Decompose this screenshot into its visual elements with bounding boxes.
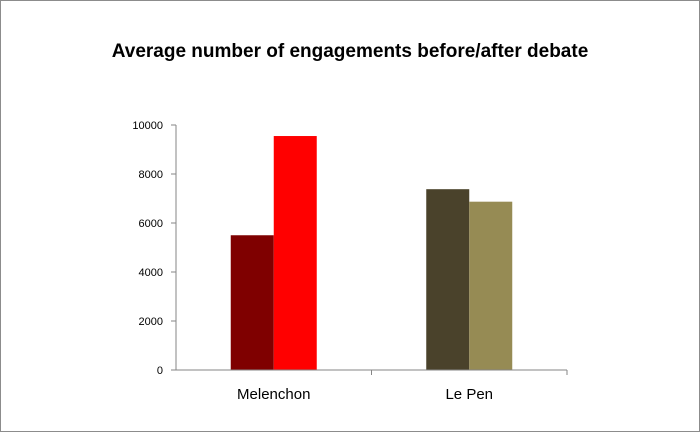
y-axis: 0 2000 4000 6000 8000 10000 bbox=[132, 120, 176, 377]
y-tick-label: 2000 bbox=[139, 316, 163, 328]
x-axis: Melenchon Le Pen bbox=[237, 370, 568, 403]
y-tick-label: 4000 bbox=[139, 267, 163, 279]
y-tick-label: 0 bbox=[157, 365, 163, 377]
bar-melenchon-1 bbox=[230, 235, 274, 370]
bar-le-pen-1 bbox=[426, 189, 470, 370]
bar-melenchon-2 bbox=[273, 136, 317, 370]
bars-group bbox=[230, 136, 513, 370]
x-category-label: Le Pen bbox=[445, 386, 493, 403]
y-tick-label: 8000 bbox=[139, 169, 163, 181]
y-tick-label: 10000 bbox=[132, 120, 163, 132]
x-category-label: Melenchon bbox=[237, 386, 310, 403]
chart-title: Average number of engagements before/aft… bbox=[112, 41, 589, 62]
bar-le-pen-2 bbox=[469, 201, 513, 370]
y-tick-label: 6000 bbox=[139, 218, 163, 230]
